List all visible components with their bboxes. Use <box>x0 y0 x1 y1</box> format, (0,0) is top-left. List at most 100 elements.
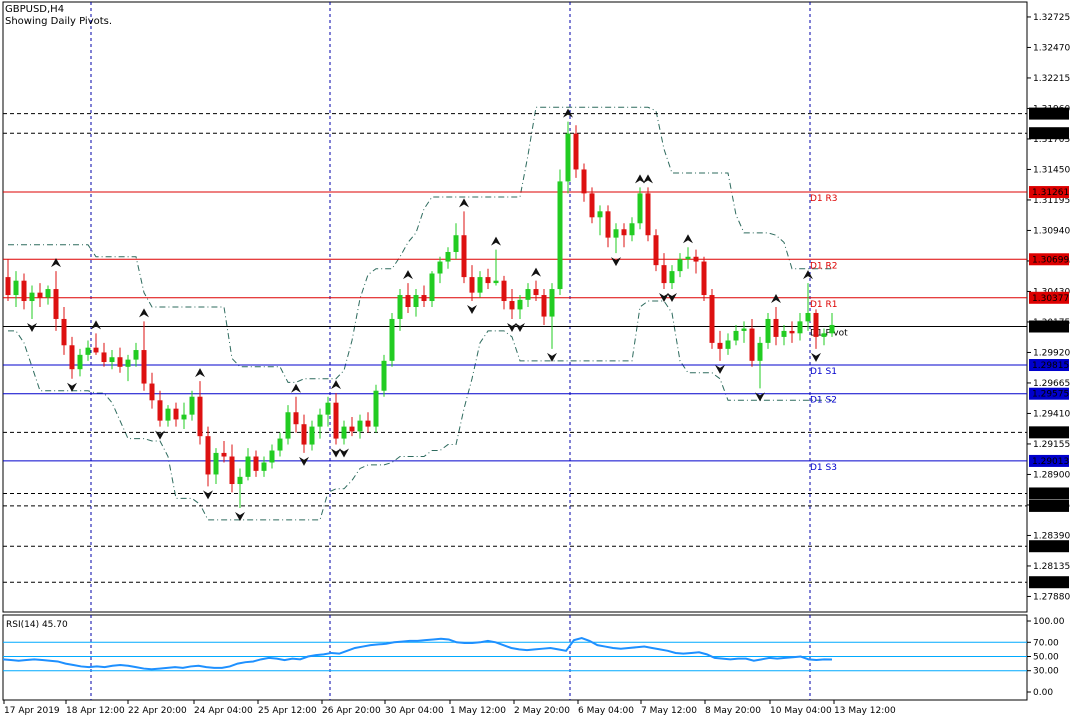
fractal-up-arrow <box>91 320 101 330</box>
candle-body <box>53 289 59 319</box>
candle-body <box>61 318 67 346</box>
candle-body <box>797 321 803 334</box>
candle-body <box>389 318 395 361</box>
pivot-tag <box>1029 291 1069 304</box>
price-axis: 1.327251.324701.322151.319601.317051.314… <box>1027 13 1070 602</box>
dashed-level-tag <box>1029 499 1069 512</box>
fractal-up-arrow <box>531 267 541 277</box>
candle-body <box>421 295 427 302</box>
candle-body <box>333 402 339 439</box>
time-tick-label: 7 May 12:00 <box>641 706 697 716</box>
candle-body <box>13 280 19 296</box>
fractal-down-arrow <box>299 456 309 466</box>
price-tick-label: 1.31195 <box>1033 196 1070 206</box>
candle <box>629 217 635 242</box>
candle-body <box>181 414 187 420</box>
fractal-down-arrow <box>715 364 725 374</box>
candle-body <box>629 223 635 236</box>
dashed-level-value: 1.28637 <box>1032 502 1069 512</box>
upper-band <box>8 106 832 383</box>
candle-body <box>117 357 123 367</box>
candle <box>301 414 307 453</box>
fractal-down-arrow <box>507 322 517 332</box>
candle-body <box>149 383 155 401</box>
candle-body <box>357 420 363 432</box>
candle <box>13 271 19 307</box>
candle-body <box>157 400 163 421</box>
candle-body <box>141 350 147 384</box>
candle-body <box>373 390 379 427</box>
fractal-up-arrow <box>403 270 413 280</box>
fractal-down-arrow <box>755 392 765 402</box>
candle <box>69 336 75 379</box>
candle <box>469 265 475 302</box>
candle <box>621 223 627 248</box>
candle <box>237 468 243 508</box>
candle-body <box>69 345 75 370</box>
candle <box>541 289 547 325</box>
pivot-label: D1 Pivot <box>810 328 848 338</box>
candle-body <box>621 229 627 236</box>
candle <box>373 384 379 433</box>
candle-body <box>365 420 371 427</box>
candle <box>525 283 531 307</box>
candle <box>773 307 779 346</box>
grid <box>2 1 1028 701</box>
candle-body <box>245 456 251 477</box>
price-tick-label: 1.29410 <box>1033 409 1070 419</box>
time-tick-label: 1 May 12:00 <box>450 706 506 716</box>
candle <box>101 342 107 367</box>
candle <box>685 247 691 269</box>
candle <box>605 205 611 248</box>
lower-band <box>8 300 832 521</box>
dashed-level-value: 1.31917 <box>1032 110 1069 120</box>
fractal-arrows <box>27 108 821 521</box>
candle-body <box>573 133 579 170</box>
fractal-down-arrow <box>67 382 77 392</box>
price-tick-label: 1.28135 <box>1033 562 1070 572</box>
candle <box>269 444 275 469</box>
candle-body <box>261 462 267 471</box>
rsi-line <box>2 636 833 671</box>
candle-body <box>205 436 211 475</box>
candle-body <box>581 169 587 194</box>
candle <box>653 229 659 272</box>
candle-body <box>517 299 523 310</box>
time-tick-label: 26 Apr 20:00 <box>322 706 381 716</box>
fractal-down-arrow <box>235 511 245 521</box>
rsi-tick-label: 100.00 <box>1033 617 1065 627</box>
candle-body <box>477 277 483 293</box>
candle <box>637 187 643 230</box>
candle-body <box>309 426 315 445</box>
candle-body <box>37 292 43 298</box>
candle <box>669 265 675 290</box>
price-tick-label: 1.29155 <box>1033 440 1070 450</box>
pivot-value: 1.29815 <box>1032 361 1069 371</box>
candle <box>405 283 411 313</box>
candle <box>189 390 195 421</box>
candle-body <box>781 330 787 337</box>
candle-body <box>749 328 755 361</box>
chart-subtitle: Showing Daily Pivots. <box>5 16 112 27</box>
rsi-panel: RSI(14) 45.70 100.00 70.00 50.00 30.00 0.00 <box>2 617 1065 698</box>
candle-body <box>637 193 643 224</box>
candle-body <box>765 318 771 343</box>
candle <box>349 417 355 437</box>
pivot-label: D1 S3 <box>810 463 837 473</box>
candle <box>693 249 699 274</box>
fractal-down-arrow <box>667 293 677 303</box>
candle <box>437 256 443 284</box>
candle <box>821 328 827 346</box>
candle-body <box>693 256 699 262</box>
dashed-level-tag <box>1029 426 1069 439</box>
candle-body <box>173 408 179 420</box>
candle-body <box>789 330 795 334</box>
candle <box>701 256 707 302</box>
fractal-up-arrow <box>771 294 781 303</box>
candle <box>133 342 139 367</box>
pivot-tag <box>1029 320 1069 333</box>
candle-body <box>605 211 611 238</box>
candle-body <box>685 256 691 260</box>
